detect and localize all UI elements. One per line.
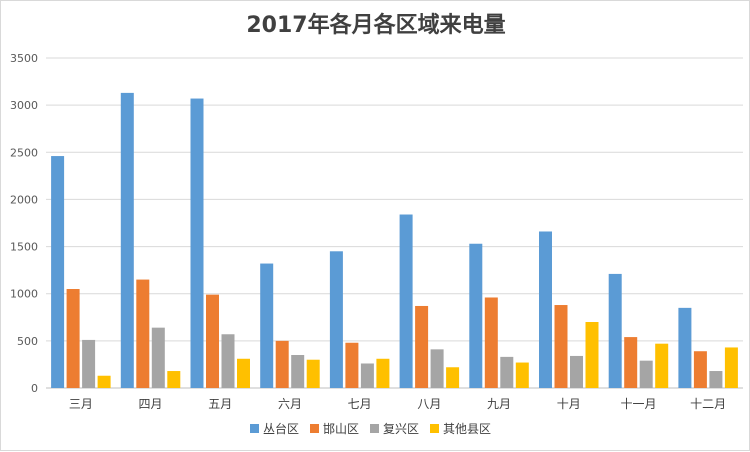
bar <box>554 305 568 388</box>
y-axis: 0 500 1000 1500 2000 2500 3000 3500 <box>10 52 38 395</box>
bar <box>415 305 429 388</box>
y-tick-label: 500 <box>17 335 38 348</box>
legend-item: 复兴区 <box>370 422 419 436</box>
legend-swatch <box>250 424 259 433</box>
y-tick-label: 2000 <box>10 193 38 206</box>
bar <box>329 251 343 388</box>
bar <box>306 359 320 388</box>
bar <box>430 349 444 388</box>
bar <box>345 342 359 388</box>
y-tick-label: 3000 <box>10 99 38 112</box>
bar <box>570 355 583 388</box>
x-axis: 三月 四月 五月 六月 七月 八月 九月 十月 十一月 十二月 <box>69 397 726 411</box>
bar <box>678 307 692 388</box>
x-tick-label: 七月 <box>348 397 372 411</box>
bar <box>120 92 134 388</box>
y-tick-label: 3500 <box>10 52 38 65</box>
bars-layer <box>51 92 738 389</box>
y-tick-label: 2500 <box>10 146 38 159</box>
legend-label: 丛台区 <box>263 421 299 436</box>
legend-label: 其他县区 <box>443 422 491 436</box>
bar <box>221 334 235 388</box>
bar <box>693 351 707 388</box>
x-tick-label: 三月 <box>69 397 93 411</box>
bar <box>237 358 250 388</box>
bar <box>167 371 181 388</box>
legend-swatch <box>430 424 439 433</box>
x-tick-label: 四月 <box>139 397 163 411</box>
bar <box>82 339 96 388</box>
grid-layer <box>46 57 743 389</box>
bar <box>275 340 289 388</box>
bar <box>360 363 374 388</box>
x-tick-label: 十二月 <box>690 397 726 411</box>
bar <box>469 243 483 388</box>
bar <box>51 156 65 388</box>
bar <box>655 343 669 388</box>
bar <box>260 263 274 388</box>
bar <box>190 98 204 389</box>
bar <box>539 231 552 388</box>
x-tick-label: 五月 <box>208 397 232 411</box>
y-tick-label: 0 <box>31 382 38 395</box>
bar <box>500 356 514 388</box>
bar <box>206 294 219 388</box>
legend-item: 丛台区 <box>250 421 299 436</box>
bar <box>136 279 150 388</box>
bar <box>446 367 460 388</box>
bar <box>624 337 638 388</box>
bar <box>97 375 111 388</box>
legend: 丛台区 邯山区 复兴区 其他县区 <box>250 421 491 436</box>
y-tick-label: 1000 <box>10 288 38 301</box>
bar <box>585 322 599 388</box>
legend-item: 其他县区 <box>430 422 491 436</box>
bar <box>639 360 653 388</box>
bar <box>376 358 390 388</box>
legend-label: 邯山区 <box>323 421 359 436</box>
bar <box>399 214 413 388</box>
x-tick-label: 十月 <box>557 397 581 411</box>
x-tick-label: 十一月 <box>620 397 656 411</box>
chart-title: 2017年各月各区域来电量 <box>246 13 506 38</box>
bar <box>515 362 529 388</box>
bar <box>608 273 622 388</box>
legend-item: 邯山区 <box>310 421 359 436</box>
legend-swatch <box>310 424 319 433</box>
y-tick-label: 1500 <box>10 241 38 254</box>
bar <box>291 355 305 388</box>
bar <box>66 289 80 388</box>
bar <box>484 297 498 388</box>
x-tick-label: 九月 <box>487 397 511 411</box>
x-tick-label: 六月 <box>278 397 302 411</box>
x-tick-label: 八月 <box>417 397 441 411</box>
bar <box>151 327 165 388</box>
bar <box>724 347 738 388</box>
bar <box>709 371 723 388</box>
legend-label: 复兴区 <box>383 422 419 436</box>
legend-swatch <box>370 424 379 433</box>
